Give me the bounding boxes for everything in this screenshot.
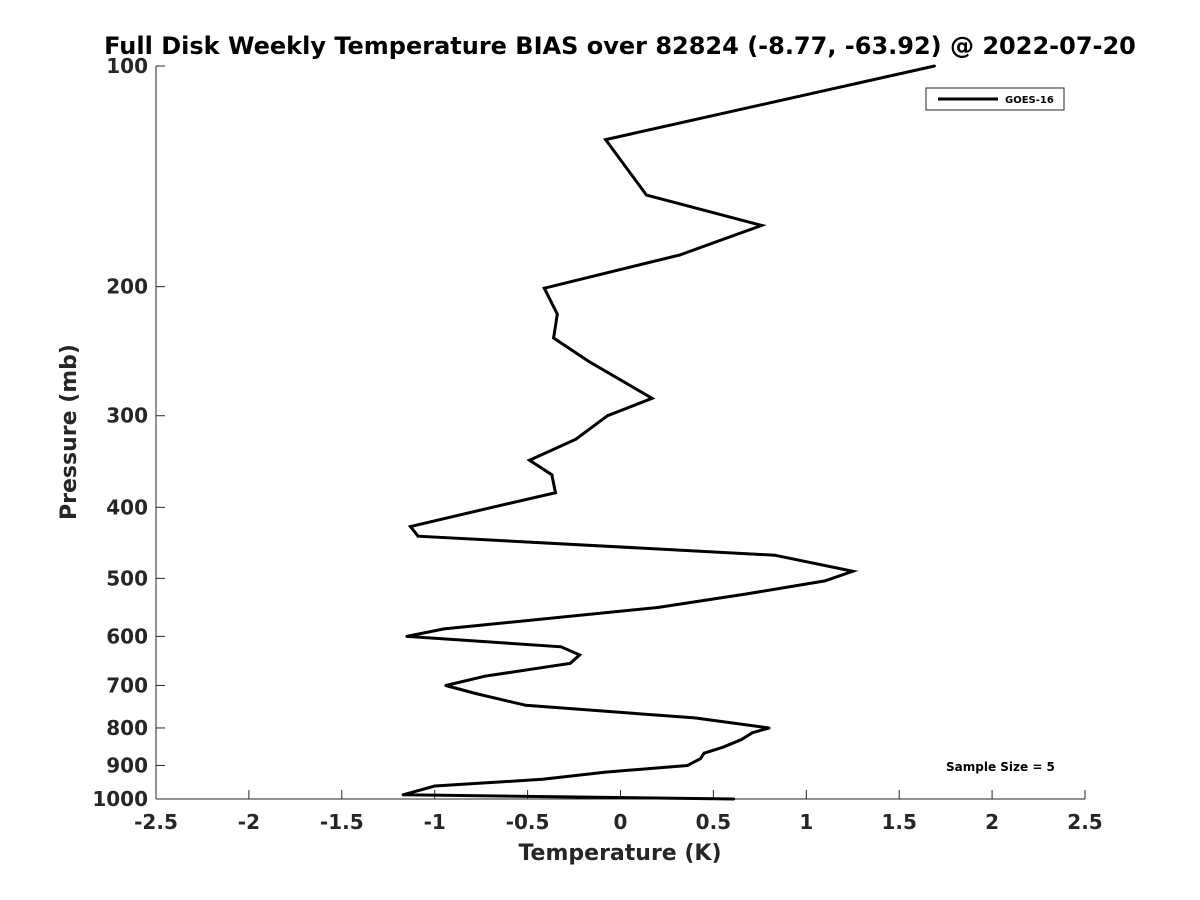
y-tick-label: 600 (106, 624, 148, 648)
data-point (528, 458, 531, 462)
data-point (474, 692, 477, 695)
x-tick-label: 2.5 (1067, 810, 1102, 834)
data-point (686, 764, 689, 767)
data-point (554, 491, 557, 495)
data-point (490, 505, 494, 509)
data-point (559, 645, 563, 649)
data-point (745, 592, 749, 596)
x-tick-label: 1.5 (881, 810, 916, 834)
data-point (699, 757, 702, 761)
data-point (656, 606, 660, 609)
y-tick-label: 900 (106, 753, 148, 777)
data-point (442, 627, 446, 631)
data-point (760, 224, 764, 227)
y-tick-label: 200 (106, 275, 148, 299)
data-point (578, 653, 581, 657)
x-tick-label: -1 (424, 810, 446, 834)
y-tick-label: 300 (106, 404, 148, 428)
data-point (851, 569, 855, 573)
x-tick-label: 2 (985, 810, 999, 834)
data-point (550, 473, 554, 477)
data-point (568, 661, 572, 665)
sample-size-annotation: Sample Size = 5 (946, 760, 1055, 774)
x-tick-label: 1 (799, 810, 813, 834)
y-tick-label: 700 (106, 673, 148, 697)
data-points (401, 64, 936, 801)
data-point (433, 784, 437, 788)
legend-label: GOES-16 (1005, 95, 1054, 106)
data-point (693, 716, 697, 720)
y-tick-label: 100 (106, 54, 148, 78)
y-ticks: 100 200 300 400 500 600 700 800 900 1000 (92, 54, 165, 811)
chart-title: Full Disk Weekly Temperature BIAS over 8… (104, 32, 1136, 60)
x-tick-label: 0 (614, 810, 628, 834)
data-point (933, 64, 936, 68)
data-point (574, 437, 578, 441)
x-tick-label: -0.5 (506, 810, 550, 834)
data-point (732, 797, 736, 801)
y-tick-label: 400 (106, 495, 148, 519)
data-point (541, 777, 544, 781)
data-point (542, 286, 546, 290)
y-tick-label: 800 (106, 716, 148, 740)
data-point (552, 336, 555, 340)
data-point (823, 579, 827, 583)
data-point (604, 770, 607, 774)
data-point (587, 360, 591, 363)
x-ticks: -2.5 -2 -1.5 -1 -0.5 0 0.5 1 1.5 2 2.5 (134, 790, 1103, 834)
x-axis-label: Temperature (K) (518, 841, 721, 866)
data-point (773, 553, 777, 557)
data-point (606, 414, 609, 418)
data-point (409, 525, 412, 528)
x-tick-label: -1.5 (320, 810, 364, 834)
x-tick-label: -2.5 (134, 810, 178, 834)
data-point (767, 726, 771, 730)
data-point (645, 193, 648, 197)
plot-area (156, 66, 1085, 799)
data-point (483, 674, 487, 678)
data-point (555, 312, 559, 316)
y-axis-label: Pressure (mb) (57, 344, 82, 520)
x-tick-label: 0.5 (696, 810, 731, 834)
data-point (416, 534, 420, 538)
y-tick-label: 500 (106, 566, 148, 590)
data-point (604, 138, 607, 142)
legend: GOES-16 (925, 87, 1065, 111)
data-point (405, 635, 409, 638)
y-tick-label: 1000 (92, 787, 148, 811)
data-point (650, 396, 654, 400)
data-point (401, 793, 405, 797)
data-point (739, 738, 743, 742)
data-point (444, 684, 448, 687)
data-point (721, 745, 725, 749)
data-point (702, 751, 706, 755)
data-point (524, 703, 528, 707)
data-point (678, 253, 682, 257)
x-tick-label: -2 (238, 810, 260, 834)
data-point (751, 731, 754, 735)
